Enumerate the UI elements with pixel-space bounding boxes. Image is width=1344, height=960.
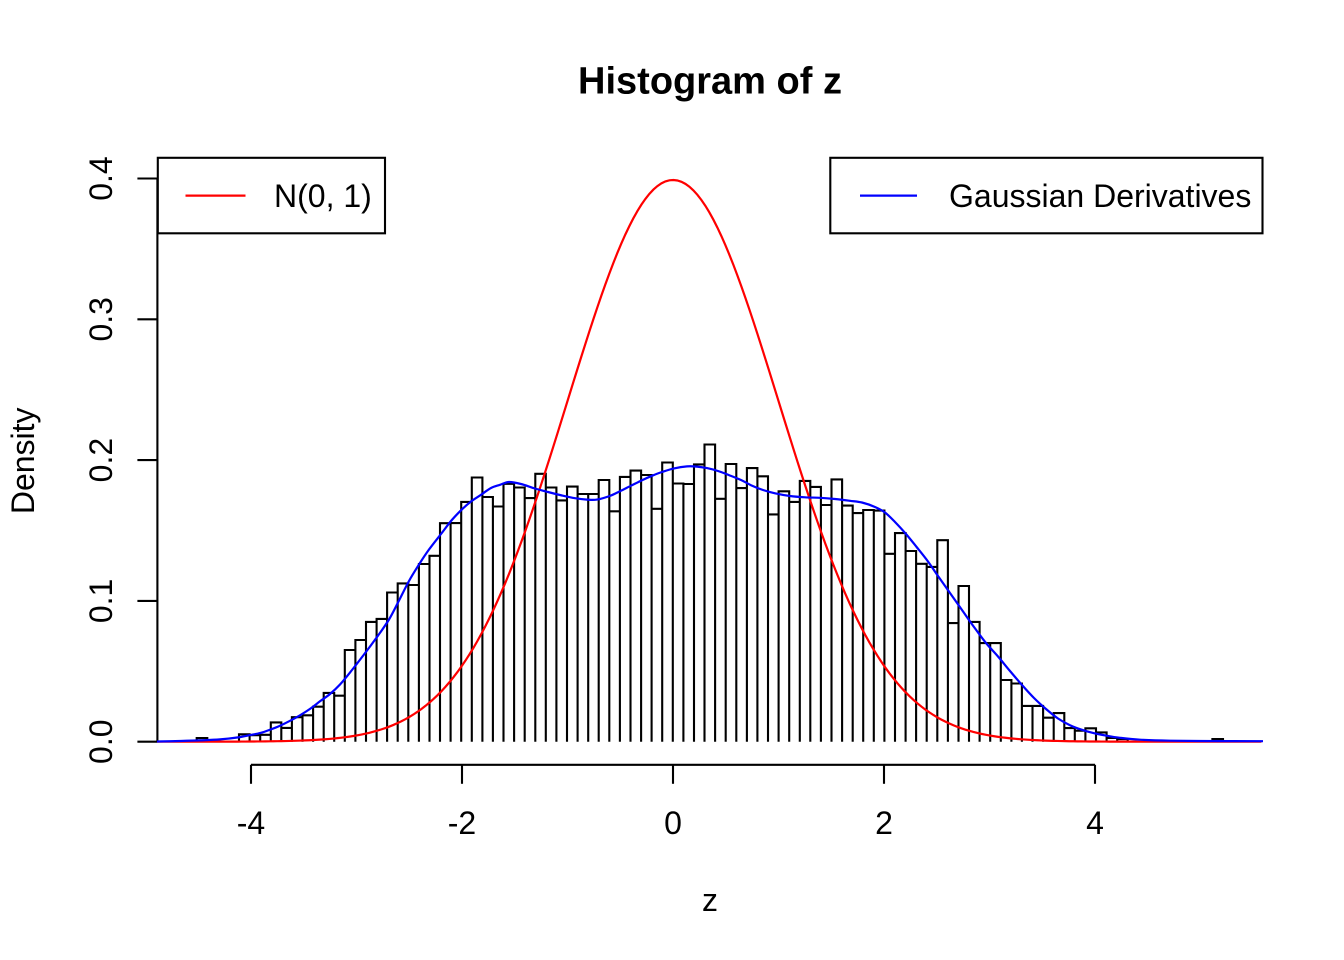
svg-text:0.1: 0.1 [83, 579, 119, 623]
svg-text:-4: -4 [237, 805, 265, 841]
svg-text:0.2: 0.2 [83, 438, 119, 482]
svg-text:4: 4 [1086, 805, 1104, 841]
svg-text:-2: -2 [448, 805, 476, 841]
svg-text:0: 0 [664, 805, 682, 841]
svg-text:Histogram of z: Histogram of z [578, 61, 842, 103]
svg-text:Density: Density [5, 407, 41, 514]
svg-text:N(0, 1): N(0, 1) [274, 178, 372, 214]
svg-text:z: z [702, 882, 718, 918]
svg-text:0.4: 0.4 [83, 156, 119, 200]
svg-text:0.3: 0.3 [83, 297, 119, 341]
svg-text:Gaussian Derivatives: Gaussian Derivatives [949, 178, 1251, 214]
svg-text:0.0: 0.0 [83, 719, 119, 763]
svg-text:2: 2 [875, 805, 893, 841]
